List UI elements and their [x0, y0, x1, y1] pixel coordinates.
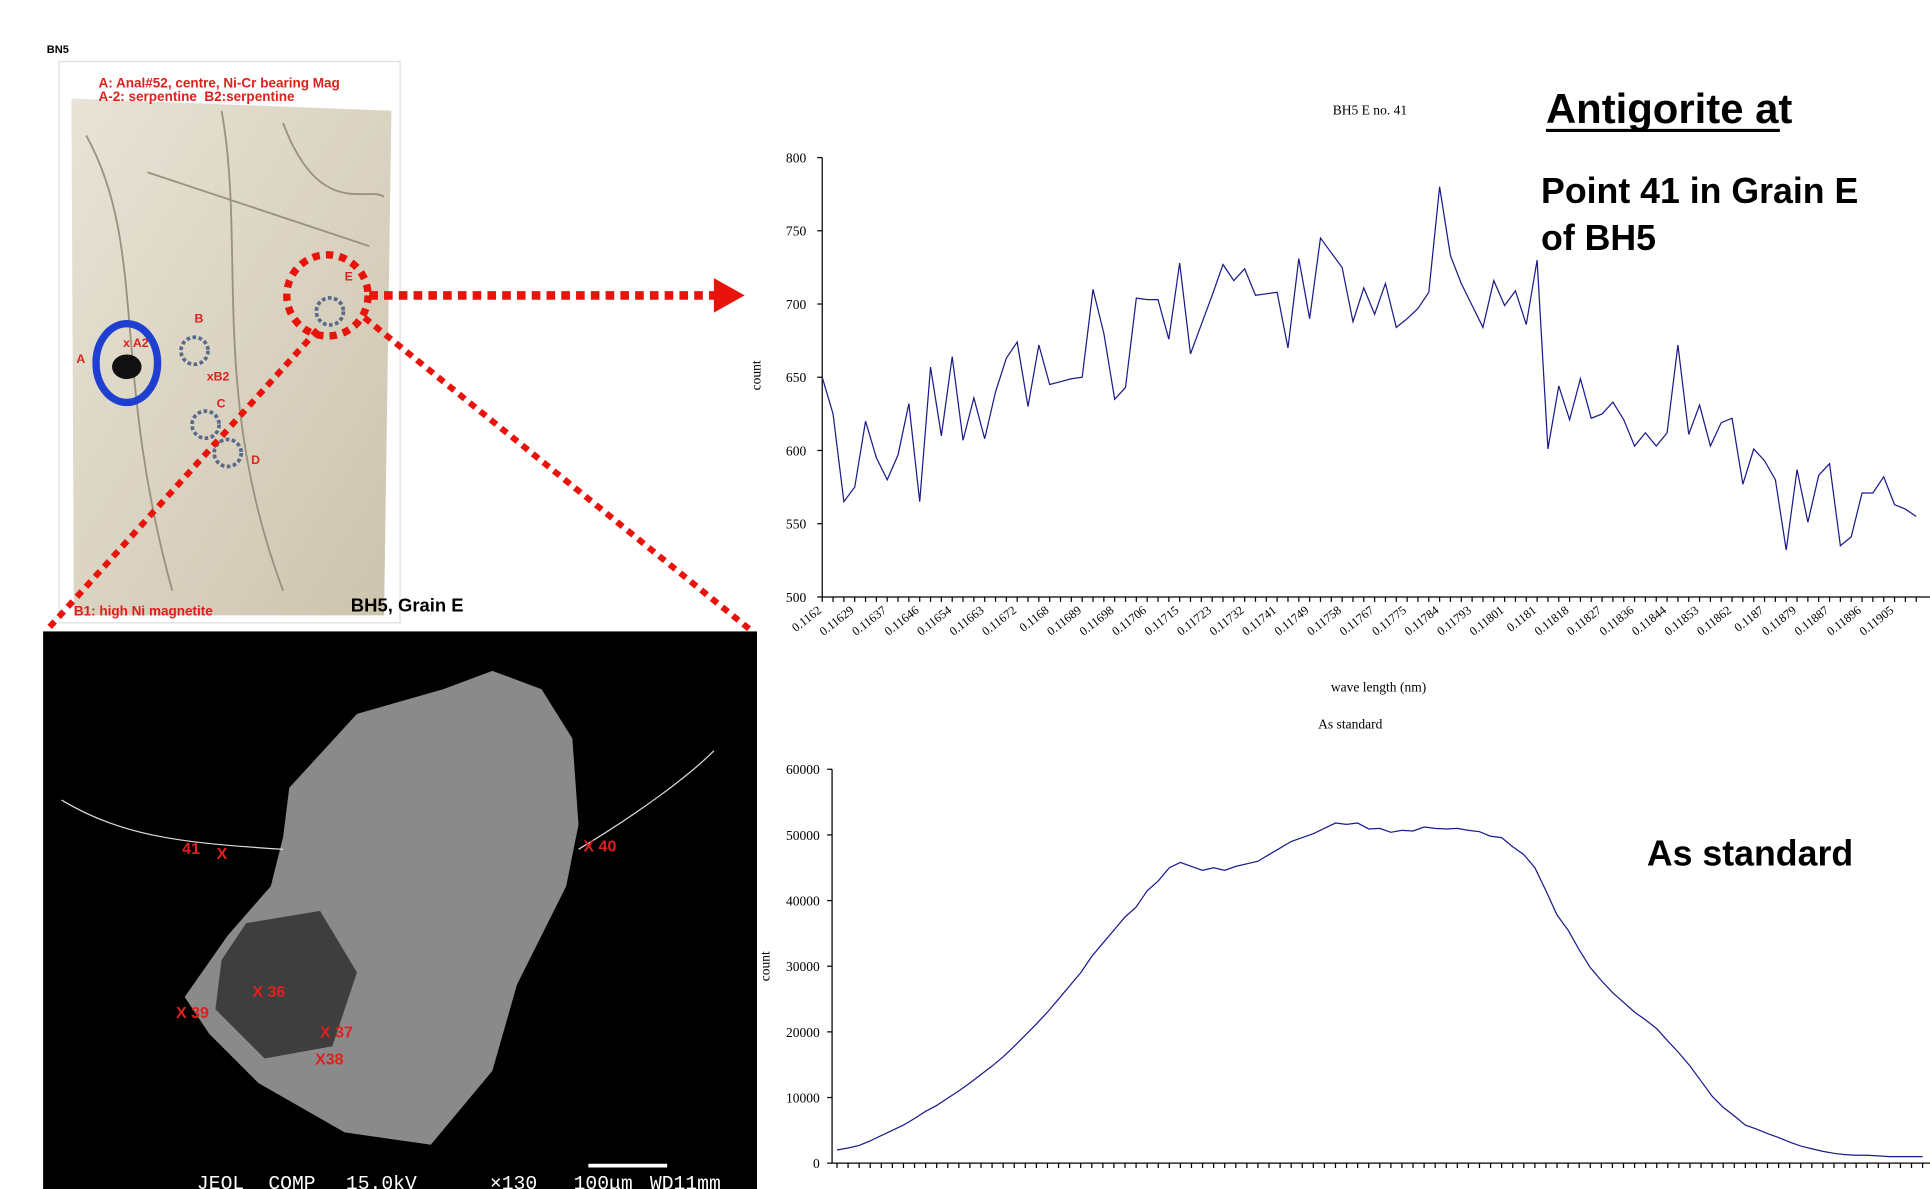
- x-tick-label: 0.11887: [1792, 603, 1832, 638]
- point-label: 41: [182, 841, 200, 858]
- x-tick-label: 0.11749: [1272, 603, 1312, 638]
- y-tick-label: 40000: [786, 893, 820, 908]
- x-axis-label: wave length (nm): [1331, 680, 1426, 696]
- x-tick-label: 0.11905: [1857, 603, 1897, 638]
- x-tick-label: 0.11663: [947, 603, 987, 638]
- sem-text: ×130: [490, 1173, 537, 1189]
- zoom-line: [364, 318, 750, 631]
- x-tick-label: 0.11689: [1044, 603, 1084, 638]
- x-tick-label: 0.11818: [1532, 603, 1572, 638]
- grain-label: BH5, Grain E: [351, 595, 464, 616]
- y-tick-label: 30000: [786, 959, 820, 974]
- x-tick-label: 0.11801: [1467, 603, 1507, 638]
- sem-text: WD11mm: [650, 1173, 721, 1189]
- y-tick-label: 550: [786, 517, 807, 532]
- sample-label: BN5: [47, 44, 69, 56]
- point-label: X 39: [176, 1005, 209, 1022]
- y-axis-label: count: [749, 360, 764, 390]
- x-tick-label: 0.11732: [1207, 603, 1247, 638]
- point-label: X 36: [252, 984, 285, 1001]
- x-tick-label: 0.11723: [1174, 603, 1214, 638]
- x-tick-label: 0.11637: [849, 603, 889, 638]
- annotation-body: Point 41 in Grain E: [1541, 171, 1858, 211]
- x-tick-label: 0.11827: [1564, 603, 1604, 638]
- x-tick-label: 0.11654: [914, 603, 954, 638]
- x-tick-label: 0.11741: [1239, 603, 1279, 638]
- grain-a: [112, 354, 142, 379]
- x-tick-label: 0.11844: [1629, 603, 1669, 638]
- chart-title: BH5 E no. 41: [1333, 102, 1407, 117]
- y-tick-label: 650: [786, 370, 807, 385]
- x-tick-label: 0.11767: [1337, 603, 1377, 638]
- x-tick-label: 0.11896: [1824, 603, 1864, 638]
- x-tick-label: 0.11706: [1109, 603, 1149, 638]
- marker: C: [217, 396, 226, 410]
- x-tick-label: 0.11775: [1369, 603, 1409, 638]
- sem-text: 15.0kV: [346, 1173, 417, 1189]
- y-tick-label: 60000: [786, 762, 820, 777]
- data-line: [822, 187, 1916, 550]
- x-tick-label: 0.11862: [1694, 603, 1734, 638]
- note: A-2: serpentine B2:serpentine: [98, 89, 295, 104]
- annotation-body: of BH5: [1541, 218, 1656, 258]
- point-label: X 40: [583, 839, 616, 856]
- marker: B: [194, 311, 203, 325]
- x-tick-label: 0.11698: [1077, 603, 1117, 638]
- x-tick-label: 0.11672: [979, 603, 1019, 638]
- annotation-title: Antigorite at: [1546, 85, 1792, 132]
- y-axis-label: count: [757, 951, 772, 981]
- sem-text: 100μm: [574, 1173, 633, 1189]
- point-label: X 37: [320, 1025, 353, 1042]
- caption: B1: high Ni magnetite: [74, 603, 213, 618]
- marker: E: [345, 270, 353, 284]
- marker: xB2: [207, 369, 230, 383]
- marker: x A2: [123, 336, 149, 350]
- y-tick-label: 800: [786, 150, 807, 165]
- y-tick-label: 50000: [786, 828, 820, 843]
- point-label: X38: [315, 1052, 344, 1069]
- x-tick-label: 0.11853: [1662, 603, 1702, 638]
- arrow-head: [714, 278, 745, 312]
- marker: D: [251, 453, 260, 467]
- marker: A: [76, 352, 85, 366]
- y-tick-label: 700: [786, 297, 807, 312]
- y-tick-label: 600: [786, 443, 807, 458]
- x-tick-label: 0.11836: [1597, 603, 1637, 638]
- point-label: X: [217, 846, 228, 863]
- chart-title: As standard: [1318, 717, 1382, 732]
- slide: BN5 A: Anal#52, centre, Ni-Cr bearing Ma…: [0, 0, 1930, 1189]
- y-tick-label: 20000: [786, 1025, 820, 1040]
- x-tick-label: 0.11879: [1759, 603, 1799, 638]
- x-tick-label: 0.11629: [817, 603, 857, 638]
- y-tick-label: 0: [813, 1156, 820, 1171]
- x-tick-label: 0.11715: [1142, 603, 1182, 638]
- y-tick-label: 500: [786, 590, 807, 605]
- x-tick-label: 0.11793: [1434, 603, 1474, 638]
- sem-text: JEOL: [197, 1173, 244, 1189]
- page: BN5 A: Anal#52, centre, Ni-Cr bearing Ma…: [0, 0, 1930, 1189]
- x-tick-label: 0.11646: [882, 603, 922, 638]
- x-tick-label: 0.11784: [1402, 603, 1442, 638]
- y-tick-label: 750: [786, 224, 807, 239]
- sem-text: COMP: [268, 1173, 315, 1189]
- annotation-standard: As standard: [1647, 833, 1853, 873]
- x-tick-label: 0.11758: [1304, 603, 1344, 638]
- y-tick-label: 10000: [786, 1090, 820, 1105]
